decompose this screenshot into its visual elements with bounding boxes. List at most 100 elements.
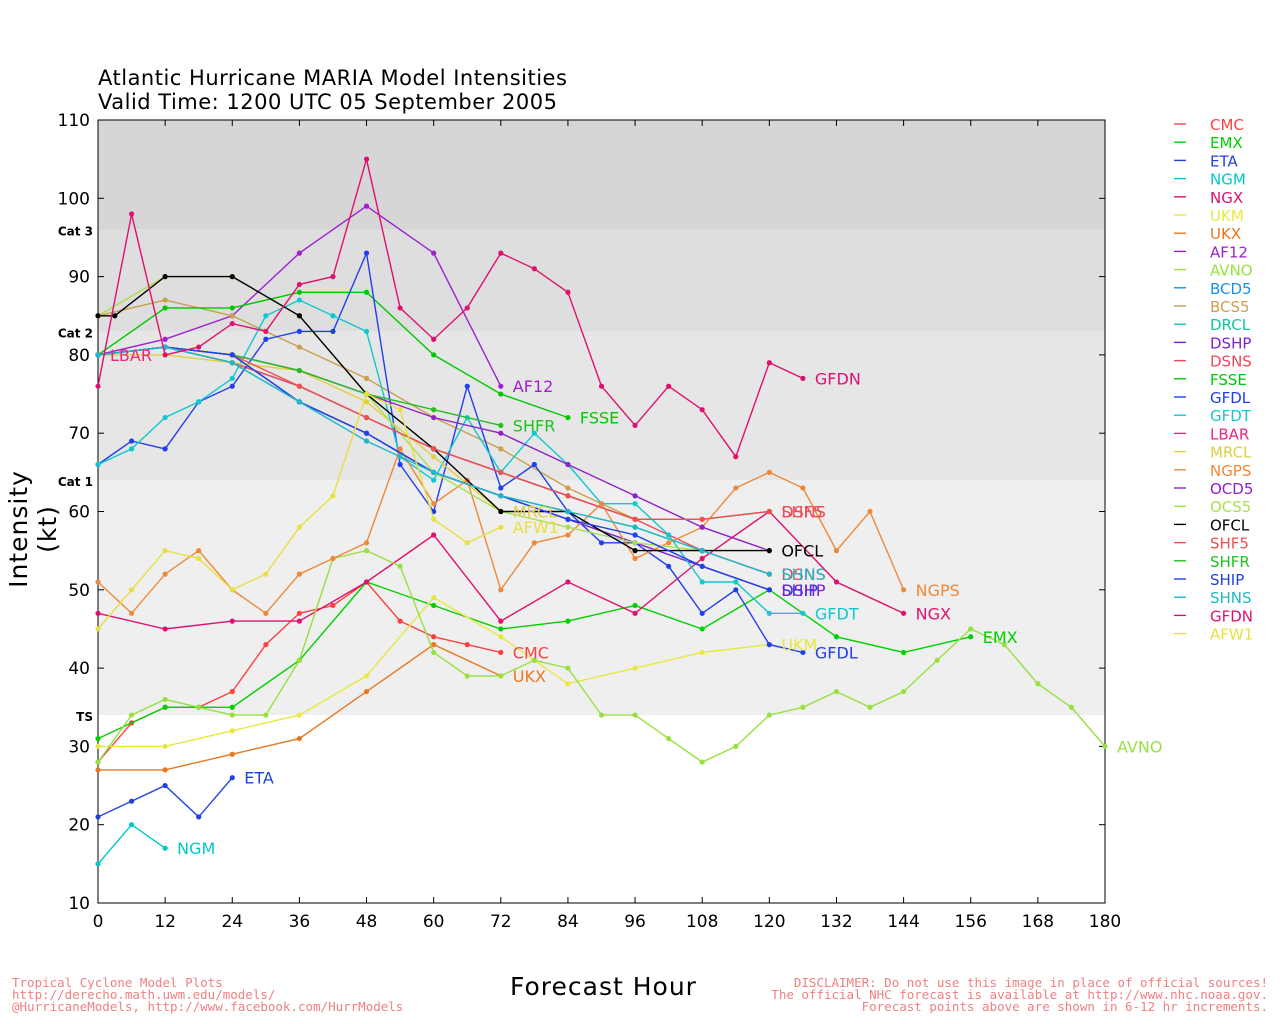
data-point-ship [229,352,235,358]
data-point-fsse [229,305,235,311]
data-point-shns [431,469,437,475]
data-point-avno [934,657,940,663]
data-point-gfdt [229,375,235,381]
data-point-ngps [196,548,202,554]
data-point-ship [699,563,705,569]
data-point-ngps [531,540,537,546]
data-point-cmc [431,634,437,640]
legend-label: DSNS [1210,353,1252,371]
data-point-afw1 [196,555,202,562]
data-point-ukx [363,688,370,695]
data-point-ukm [229,728,235,734]
data-point-af12 [296,250,302,256]
band-cat-3 [98,120,1105,230]
data-point-ofcl [229,274,235,280]
data-point-gfdn [666,383,672,389]
data-point-avno [800,704,806,710]
legend-label: OCD5 [1210,480,1253,498]
x-tick-label: 168 [1022,912,1054,932]
series-end-label: UKX [513,667,546,686]
legend-label: EMX [1210,134,1243,152]
data-point-ngps [95,579,101,585]
data-point-gfdn [95,383,101,389]
data-point-gfdl [800,649,806,656]
data-point-avno [867,704,873,710]
series-end-label: MRCL [513,503,557,522]
data-point-gfdn [464,305,470,311]
data-point-gfdn [431,336,437,342]
series-end-label: EMX [983,628,1018,647]
data-point-avno [901,688,907,695]
data-point-avno [162,696,168,703]
legend-label: CMC [1210,116,1244,134]
data-point-eta [162,782,168,789]
data-point-ngps [833,548,840,554]
data-point-shf5 [699,516,705,522]
data-point-ngx [833,579,840,585]
data-point-ngm [128,822,135,828]
y-tick-label: 20 [68,816,90,836]
x-tick-label: 120 [753,912,785,932]
data-point-gfdt [128,446,135,452]
data-point-avno [1035,681,1041,687]
data-point-afw1 [162,548,168,554]
series-end-label: AF12 [513,377,554,396]
series-end-label: DSHP [781,581,826,600]
data-point-bcs5 [229,313,235,319]
data-point-eta [95,814,101,820]
data-point-afw1 [363,391,370,397]
series-end-label: SHIP [781,581,818,600]
series-end-label: CMC [513,643,549,662]
data-point-shns [632,524,638,530]
data-point-gfdn [766,360,772,366]
data-point-gfdn [128,211,135,217]
data-point-fsse [498,391,504,397]
data-point-gfdt [666,532,672,538]
data-point-ukm [632,665,638,671]
data-point-afw1 [229,587,235,593]
data-point-ngx [229,618,235,624]
data-point-emx [162,704,168,710]
data-point-gfdl [229,383,235,389]
data-point-shns [296,399,302,405]
y-tick-label: 10 [68,894,90,914]
data-point-ukx [95,767,101,773]
data-point-gfdl [397,461,403,468]
data-point-gfdn [397,305,403,311]
data-point-ukm [431,595,437,601]
x-tick-label: 144 [887,912,919,932]
data-point-ngps [901,587,907,593]
data-point-cmc [464,642,470,648]
data-point-ship [363,430,370,436]
data-point-ngx [431,532,437,538]
data-point-shf5 [363,414,370,421]
data-point-ngps [565,532,571,538]
series-end-label: NGM [177,839,215,858]
y-axis-label: Intensity (kt) [4,470,62,588]
chart-title: Atlantic Hurricane MARIA Model Intensiti… [98,66,568,90]
data-point-emx [95,735,101,742]
data-point-shns [766,571,772,577]
data-point-ocd5 [565,461,571,468]
data-point-af12 [363,203,370,209]
data-point-ukx [229,751,235,757]
data-point-afw1 [263,571,269,577]
data-point-shns [363,438,370,444]
footer-right-line-2: The official NHC forecast is available a… [771,987,1268,1002]
data-point-afw1 [95,626,101,632]
footer-left-line-2: http://derecho.math.uwm.edu/models/ [12,987,276,1002]
x-tick-label: 12 [154,912,176,932]
legend-label: DSHP [1210,334,1251,352]
legend-label: NGX [1210,189,1243,207]
data-point-cmc [229,688,235,695]
data-point-gfdn [632,422,638,428]
series-end-label: OFCL [781,542,823,561]
data-point-gfdn [531,266,537,272]
band-cat-1 [98,331,1105,481]
data-point-ngps [867,508,873,515]
series-end-label: SHFR [513,416,556,435]
data-point-bcs5 [565,485,571,491]
data-point-ship [632,532,638,538]
data-point-avno [263,712,269,718]
